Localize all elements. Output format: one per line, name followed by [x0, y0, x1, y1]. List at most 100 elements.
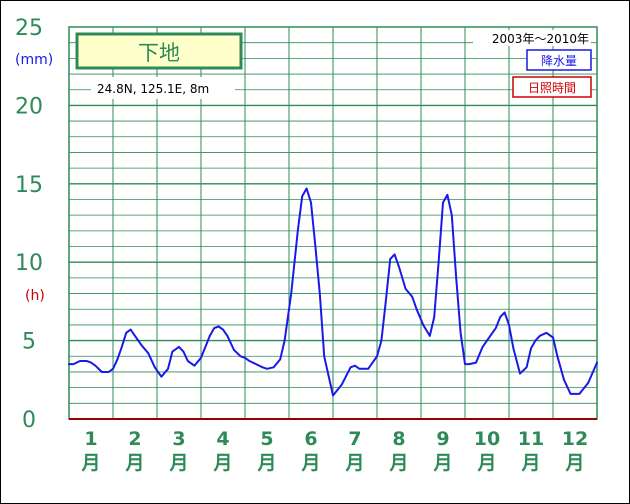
data-point — [244, 357, 246, 359]
x-tick-unit: 月 — [124, 452, 144, 474]
data-point — [187, 360, 189, 362]
y-axis-ticks: 0 5 10 15 20 25 — [15, 16, 43, 433]
data-point — [85, 360, 88, 362]
data-point — [178, 346, 180, 348]
x-tick-label: 2 — [128, 428, 141, 450]
data-point — [222, 328, 224, 331]
data-point — [239, 355, 242, 358]
x-tick-label: 7 — [348, 428, 361, 450]
data-point — [451, 214, 453, 216]
x-tick-label: 11 — [518, 428, 544, 450]
legend-label-sunshine: 日照時間 — [528, 81, 576, 95]
data-point — [459, 331, 462, 334]
x-tick-label: 3 — [172, 428, 185, 450]
data-point — [530, 347, 532, 350]
data-point — [233, 349, 235, 351]
data-point — [217, 325, 220, 328]
data-point — [209, 335, 211, 337]
data-point — [442, 201, 444, 204]
data-point — [519, 372, 521, 375]
data-point — [204, 346, 207, 348]
y-tick-label: 25 — [15, 16, 43, 41]
x-tick-label: 5 — [260, 428, 273, 450]
data-point — [596, 361, 598, 364]
data-point — [297, 230, 299, 232]
data-point — [301, 195, 304, 198]
data-point — [266, 368, 268, 370]
data-point — [213, 327, 215, 329]
y-tick-label: 0 — [22, 408, 36, 433]
data-point — [415, 308, 418, 311]
data-point — [193, 364, 196, 367]
legend-precipitation: 降水量 — [526, 49, 592, 71]
data-point — [112, 368, 114, 370]
data-point — [349, 366, 352, 369]
y-tick-label: 5 — [22, 330, 36, 355]
data-point — [255, 363, 257, 365]
data-point — [539, 335, 541, 337]
data-point — [481, 346, 484, 348]
data-point — [160, 375, 163, 378]
x-tick-unit: 月 — [80, 452, 100, 474]
data-point — [116, 358, 119, 361]
data-point — [283, 339, 286, 342]
data-point — [534, 339, 537, 342]
data-point — [503, 311, 506, 314]
data-point — [68, 363, 70, 365]
data-point — [323, 355, 326, 358]
data-point — [358, 368, 361, 370]
station-location: 24.8N, 125.1E, 8m — [97, 82, 209, 96]
data-point — [332, 394, 334, 397]
data-point — [475, 361, 477, 364]
data-point — [389, 258, 392, 260]
data-point — [305, 187, 308, 190]
data-point — [140, 344, 143, 347]
title-box: 下地 — [75, 32, 243, 70]
data-point — [578, 393, 581, 395]
data-point — [310, 201, 312, 204]
x-tick-label: 12 — [562, 428, 588, 450]
x-tick-unit: 月 — [564, 452, 584, 474]
x-tick-label: 10 — [474, 428, 500, 450]
data-point — [341, 383, 343, 386]
data-point — [446, 193, 449, 196]
data-point — [90, 361, 92, 364]
data-point — [279, 358, 282, 361]
data-point — [134, 335, 136, 337]
x-tick-unit: 月 — [256, 452, 276, 474]
data-point — [367, 368, 370, 370]
data-point — [512, 347, 515, 350]
data-point — [182, 350, 185, 353]
legend-label-precipitation: 降水量 — [541, 54, 577, 68]
data-point — [393, 253, 396, 256]
x-tick-label: 9 — [436, 428, 449, 450]
x-tick-unit: 月 — [344, 452, 364, 474]
data-point — [556, 355, 559, 358]
data-point — [72, 363, 75, 365]
data-point — [490, 333, 493, 336]
data-point — [437, 261, 440, 264]
data-point — [552, 336, 554, 339]
data-point — [125, 331, 127, 334]
data-point — [272, 366, 275, 369]
data-point — [398, 266, 400, 268]
data-point — [354, 364, 356, 367]
x-tick-label: 4 — [216, 428, 229, 450]
x-tick-unit: 月 — [476, 452, 496, 474]
data-point — [486, 339, 488, 342]
data-point — [121, 346, 123, 348]
data-point — [525, 366, 528, 369]
data-point — [587, 382, 589, 384]
data-point — [422, 324, 425, 326]
x-tick-unit: 月 — [300, 452, 320, 474]
data-point — [167, 368, 169, 370]
legend-sunshine: 日照時間 — [512, 76, 592, 98]
data-point — [314, 245, 317, 248]
data-point — [248, 360, 251, 362]
data-point — [171, 350, 174, 353]
data-point — [574, 393, 576, 395]
data-point — [411, 295, 414, 298]
data-point — [154, 366, 156, 369]
data-point — [129, 328, 132, 331]
